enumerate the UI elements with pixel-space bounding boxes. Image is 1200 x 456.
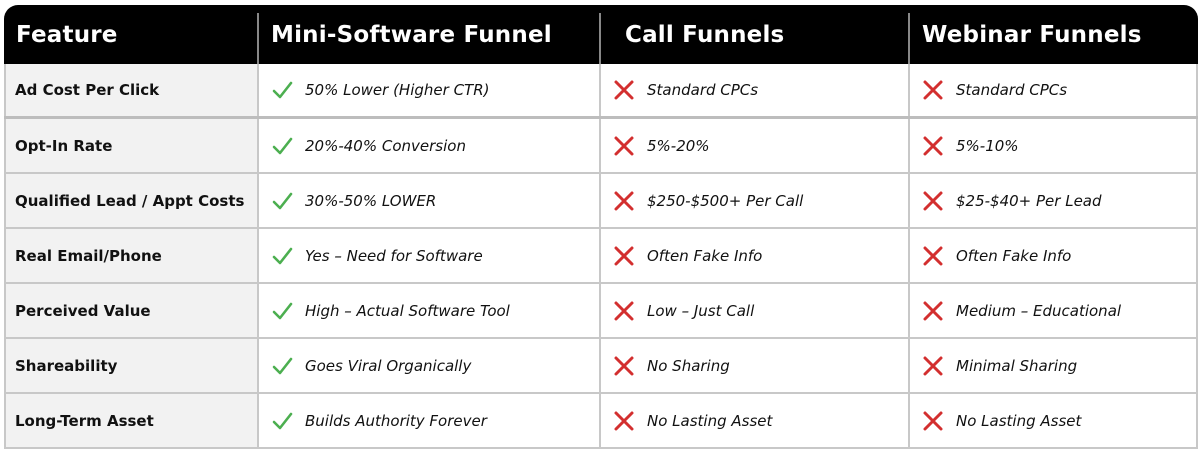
call-cell: $250-$500+ Per Call — [599, 174, 908, 227]
webinar-value: Minimal Sharing — [956, 356, 1078, 375]
mini-cell: High – Actual Software Tool — [257, 284, 599, 337]
x-icon — [922, 300, 944, 322]
call-cell: No Sharing — [599, 339, 908, 392]
table-row: Qualified Lead / Appt Costs 30%-50% LOWE… — [4, 174, 1198, 229]
table-row: Opt-In Rate 20%-40% Conversion 5%-20% 5%… — [4, 119, 1198, 174]
call-cell: Standard CPCs — [599, 64, 908, 116]
check-icon — [271, 300, 293, 322]
mini-cell: 30%-50% LOWER — [257, 174, 599, 227]
webinar-value: $25-$40+ Per Lead — [956, 191, 1102, 210]
mini-value: 20%-40% Conversion — [305, 136, 466, 155]
mini-value: 50% Lower (Higher CTR) — [305, 81, 490, 99]
feature-cell: Opt-In Rate — [4, 119, 257, 172]
webinar-value: Medium – Educational — [956, 301, 1122, 320]
x-icon — [613, 355, 635, 377]
mini-cell: Goes Viral Organically — [257, 339, 599, 392]
table-row: Shareability Goes Viral Organically No S… — [4, 339, 1198, 394]
call-value: 5%-20% — [647, 136, 710, 155]
table-row: Perceived Value High – Actual Software T… — [4, 284, 1198, 339]
mini-cell: 50% Lower (Higher CTR) — [257, 64, 599, 116]
call-value: $250-$500+ Per Call — [647, 191, 804, 210]
header-webinar-funnels: Webinar Funnels — [908, 5, 1198, 64]
mini-value: Yes – Need for Software — [305, 246, 483, 265]
feature-cell: Qualified Lead / Appt Costs — [4, 174, 257, 227]
webinar-cell: No Lasting Asset — [908, 394, 1198, 447]
x-icon — [613, 135, 635, 157]
x-icon — [922, 355, 944, 377]
feature-cell: Real Email/Phone — [4, 229, 257, 282]
feature-cell: Perceived Value — [4, 284, 257, 337]
call-value: Often Fake Info — [647, 246, 763, 265]
x-icon — [922, 410, 944, 432]
check-icon — [271, 245, 293, 267]
x-icon — [613, 245, 635, 267]
x-icon — [613, 79, 635, 101]
webinar-cell: Minimal Sharing — [908, 339, 1198, 392]
call-value: No Lasting Asset — [647, 411, 773, 430]
x-icon — [922, 79, 944, 101]
webinar-value: 5%-10% — [956, 136, 1019, 155]
mini-cell: Yes – Need for Software — [257, 229, 599, 282]
check-icon — [271, 135, 293, 157]
comparison-table: Feature Mini-Software Funnel Call Funnel… — [4, 5, 1198, 449]
call-cell: Often Fake Info — [599, 229, 908, 282]
mini-value: Goes Viral Organically — [305, 356, 472, 375]
header-mini-software-funnel: Mini-Software Funnel — [257, 5, 599, 64]
table-row: Ad Cost Per Click 50% Lower (Higher CTR)… — [4, 64, 1198, 119]
webinar-cell: Standard CPCs — [908, 64, 1198, 116]
call-value: Low – Just Call — [647, 301, 755, 320]
mini-value: High – Actual Software Tool — [305, 301, 510, 320]
x-icon — [922, 135, 944, 157]
table-row: Long-Term Asset Builds Authority Forever… — [4, 394, 1198, 449]
call-cell: No Lasting Asset — [599, 394, 908, 447]
check-icon — [271, 190, 293, 212]
mini-value: 30%-50% LOWER — [305, 191, 437, 210]
feature-cell: Long-Term Asset — [4, 394, 257, 447]
call-value: Standard CPCs — [647, 81, 759, 99]
call-value: No Sharing — [647, 356, 730, 375]
header-call-funnels: Call Funnels — [599, 5, 908, 64]
check-icon — [271, 79, 293, 101]
webinar-cell: Medium – Educational — [908, 284, 1198, 337]
x-icon — [922, 190, 944, 212]
table-body: Ad Cost Per Click 50% Lower (Higher CTR)… — [4, 64, 1198, 449]
webinar-value: Often Fake Info — [956, 246, 1072, 265]
mini-cell: 20%-40% Conversion — [257, 119, 599, 172]
table-header: Feature Mini-Software Funnel Call Funnel… — [4, 5, 1198, 64]
feature-cell: Shareability — [4, 339, 257, 392]
x-icon — [613, 300, 635, 322]
x-icon — [613, 190, 635, 212]
header-feature: Feature — [16, 21, 118, 48]
webinar-value: Standard CPCs — [956, 81, 1068, 99]
call-cell: 5%-20% — [599, 119, 908, 172]
x-icon — [613, 410, 635, 432]
check-icon — [271, 410, 293, 432]
webinar-cell: Often Fake Info — [908, 229, 1198, 282]
mini-cell: Builds Authority Forever — [257, 394, 599, 447]
webinar-cell: $25-$40+ Per Lead — [908, 174, 1198, 227]
call-cell: Low – Just Call — [599, 284, 908, 337]
webinar-cell: 5%-10% — [908, 119, 1198, 172]
webinar-value: No Lasting Asset — [956, 411, 1082, 430]
table-row: Real Email/Phone Yes – Need for Software… — [4, 229, 1198, 284]
mini-value: Builds Authority Forever — [305, 411, 487, 430]
x-icon — [922, 245, 944, 267]
feature-cell: Ad Cost Per Click — [4, 64, 257, 116]
check-icon — [271, 355, 293, 377]
